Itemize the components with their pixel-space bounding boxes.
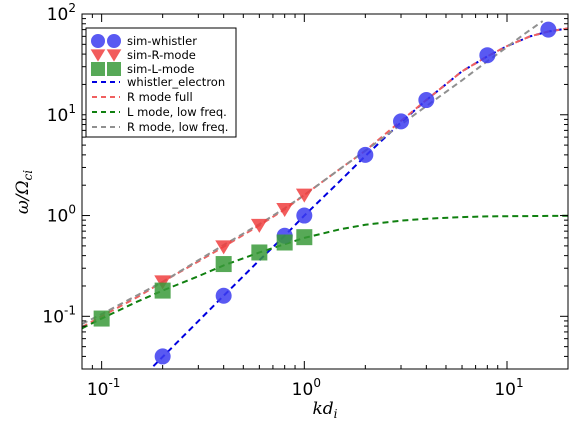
data-point-sim-r-mode	[154, 275, 172, 290]
y-axis-label: ω/Ωci	[13, 170, 35, 214]
data-point-sim-whistler	[418, 92, 435, 109]
legend-label: sim-whistler	[127, 34, 197, 48]
y-tick-label: 102	[47, 1, 76, 25]
legend-label: R mode, low freq.	[127, 120, 228, 134]
legend-entry-sim-whistler: sim-whistler	[91, 34, 197, 48]
y-tick-label: 10-1	[42, 303, 76, 327]
y-tick-label: 100	[47, 203, 76, 227]
x-tick-label: 101	[494, 376, 523, 400]
legend-marker-sim-r-mode	[106, 49, 122, 62]
data-point-sim-whistler	[540, 21, 557, 38]
legend-marker-sim-r-mode	[90, 49, 106, 62]
legend-label: sim-L-mode	[127, 62, 195, 76]
data-point-sim-l-mode	[215, 256, 232, 273]
x-axis-label-subscript: i	[334, 407, 338, 421]
legend-marker-sim-l-mode	[107, 62, 121, 76]
legend-label: L mode, low freq.	[127, 105, 227, 119]
data-point-sim-l-mode	[154, 282, 171, 299]
legend-marker-sim-l-mode	[91, 62, 105, 76]
legend-entry-r-mode-low-freq: R mode, low freq.	[92, 120, 228, 134]
legend-marker-sim-whistler	[91, 34, 105, 48]
y-axis-label-symbol: ω/Ω	[13, 180, 33, 214]
x-tick-label: 10-1	[87, 376, 121, 400]
legend-entry-l-mode-low-freq: L mode, low freq.	[92, 105, 227, 119]
svg-text:kdi: kdi	[312, 399, 337, 421]
legend-label: whistler_electron	[127, 75, 225, 89]
legend-entry-sim-l-mode: sim-L-mode	[91, 62, 195, 76]
data-point-sim-l-mode	[93, 310, 110, 327]
data-point-sim-whistler	[357, 146, 374, 163]
y-tick-label: 101	[47, 102, 76, 126]
data-point-sim-l-mode	[276, 234, 293, 251]
y-axis-label-subscript: ci	[21, 170, 35, 181]
data-point-sim-r-mode	[295, 188, 313, 203]
legend: sim-whistlersim-R-modesim-L-modewhistler…	[85, 27, 237, 138]
x-axis-label: kdi	[312, 399, 337, 421]
x-axis-label-symbol: kd	[312, 399, 333, 419]
legend-label: sim-R-mode	[127, 48, 196, 62]
axis-layer: 10-1 100 101 10-1 100 101 102	[42, 1, 568, 400]
plot-frame	[81, 13, 569, 370]
data-point-sim-l-mode	[296, 229, 313, 246]
legend-entry-sim-r-mode: sim-R-mode	[90, 48, 196, 62]
legend-entry-r-mode-full: R mode full	[92, 90, 193, 104]
data-point-sim-r-mode	[250, 218, 268, 233]
series-line-l-mode-low-freq	[82, 214, 568, 330]
data-point-sim-whistler	[393, 113, 410, 130]
data-point-sim-whistler	[154, 348, 171, 365]
data-point-sim-whistler	[479, 47, 496, 64]
x-tick-label: 100	[292, 376, 321, 400]
legend-label: R mode full	[127, 90, 193, 104]
legend-marker-sim-whistler	[107, 34, 121, 48]
data-point-sim-whistler	[296, 207, 313, 224]
legend-entry-whistler-electron: whistler_electron	[92, 75, 225, 89]
data-point-sim-r-mode	[276, 203, 294, 218]
series-layer	[82, 20, 568, 367]
data-point-sim-r-mode	[215, 240, 233, 255]
svg-text:ω/Ωci: ω/Ωci	[13, 170, 35, 214]
data-point-sim-whistler	[215, 287, 232, 304]
data-point-sim-l-mode	[251, 244, 268, 261]
